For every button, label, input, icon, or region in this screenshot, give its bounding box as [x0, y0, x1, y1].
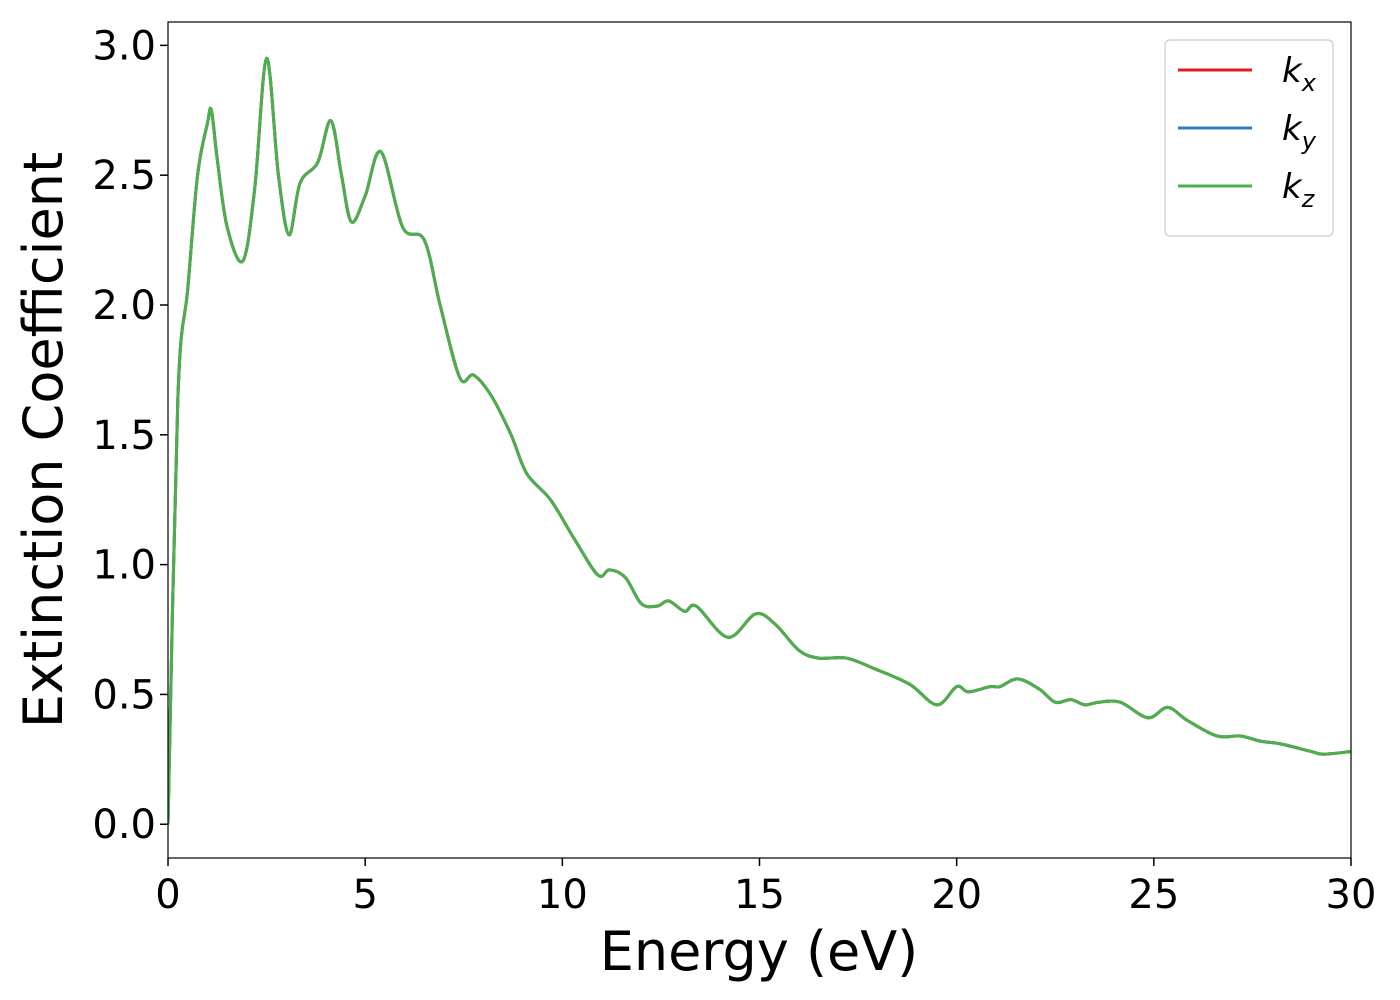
y-tick-label: 1.0: [92, 543, 156, 589]
y-tick-label: 2.5: [92, 153, 156, 199]
data-line: [168, 56, 1351, 825]
x-tick-label: 0: [155, 872, 180, 918]
legend-label: kz: [1282, 167, 1316, 213]
x-tick-label: 5: [352, 872, 377, 918]
y-tick-label: 0.5: [92, 672, 156, 718]
x-axis-label: Energy (eV): [600, 920, 919, 983]
y-tick-label: 2.0: [92, 283, 156, 329]
y-tick-label: 3.0: [92, 23, 156, 69]
legend-label: kx: [1282, 51, 1317, 97]
x-tick-label: 10: [537, 872, 588, 918]
legend-label: ky: [1282, 109, 1317, 155]
y-tick-label: 1.5: [92, 413, 156, 459]
x-tick-label: 25: [1128, 872, 1179, 918]
x-tick-label: 20: [931, 872, 982, 918]
y-tick-label: 0.0: [92, 802, 156, 848]
x-tick-label: 15: [734, 872, 785, 918]
y-axis-label: Extinction Coefficient: [12, 152, 75, 728]
x-tick-label: 30: [1326, 872, 1377, 918]
plot-frame: [167, 21, 1352, 859]
